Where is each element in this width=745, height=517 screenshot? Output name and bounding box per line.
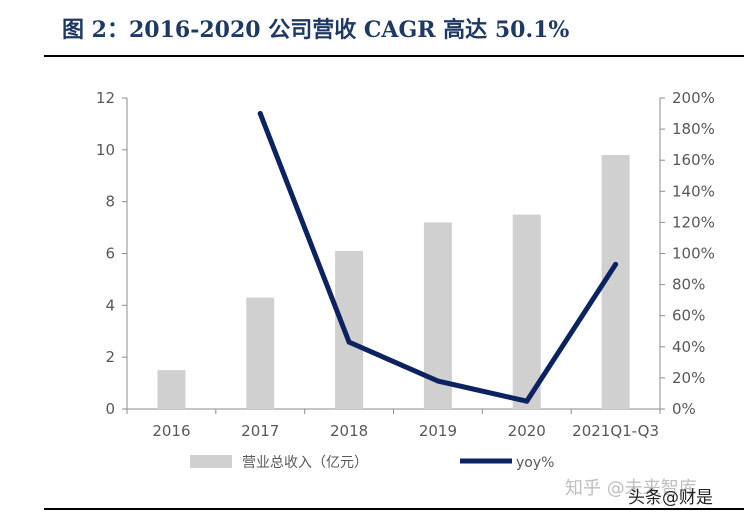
bottom-rule <box>44 508 744 510</box>
bar <box>512 214 541 409</box>
yoy-point <box>257 111 263 117</box>
yoy-point <box>346 339 352 345</box>
bar <box>246 297 275 409</box>
x-tick-label: 2020 <box>508 422 546 440</box>
right-tick-label: 200% <box>672 89 715 107</box>
line-series <box>257 111 619 404</box>
x-tick-label: 2018 <box>330 422 368 440</box>
right-tick-label: 100% <box>672 245 715 263</box>
tick-labels: 0246810120%20%40%60%80%100%120%140%160%1… <box>96 89 715 440</box>
right-tick-label: 80% <box>672 276 705 294</box>
right-tick-label: 40% <box>672 338 705 356</box>
right-tick-label: 120% <box>672 213 715 231</box>
right-tick-label: 180% <box>672 120 715 138</box>
left-tick-label: 4 <box>105 296 115 314</box>
x-tick-label: 2019 <box>419 422 457 440</box>
axes <box>122 97 665 414</box>
watermark-overlay: 头条@财是 <box>628 488 713 508</box>
bar-series <box>157 155 630 409</box>
left-tick-label: 2 <box>105 348 115 366</box>
right-tick-label: 160% <box>672 151 715 169</box>
watermark: 知乎 @未来智库 <box>565 478 697 499</box>
legend-bar-label: 营业总收入（亿元） <box>242 455 368 471</box>
left-tick-label: 0 <box>105 400 115 418</box>
x-tick-label: 2017 <box>241 422 279 440</box>
right-tick-label: 20% <box>672 369 705 387</box>
left-tick-label: 10 <box>96 141 115 159</box>
x-tick-label: 2021Q1-Q3 <box>572 422 659 440</box>
top-rule <box>44 55 744 57</box>
left-tick-label: 6 <box>105 245 115 263</box>
left-tick-label: 12 <box>96 89 115 107</box>
chart-title: 图 2：2016-2020 公司营收 CAGR 高达 50.1% <box>62 17 570 43</box>
bar <box>157 370 186 409</box>
yoy-point <box>435 378 441 384</box>
yoy-point <box>524 398 530 404</box>
legend: 营业总收入（亿元） yoy% <box>190 455 554 471</box>
x-tick-label: 2016 <box>152 422 190 440</box>
legend-bar-swatch <box>190 455 232 468</box>
yoy-point <box>613 261 619 267</box>
right-tick-label: 0% <box>672 400 696 418</box>
left-tick-label: 8 <box>105 193 115 211</box>
legend-line-label: yoy% <box>516 455 554 471</box>
right-tick-label: 140% <box>672 182 715 200</box>
bar <box>335 250 364 409</box>
right-tick-label: 60% <box>672 307 705 325</box>
